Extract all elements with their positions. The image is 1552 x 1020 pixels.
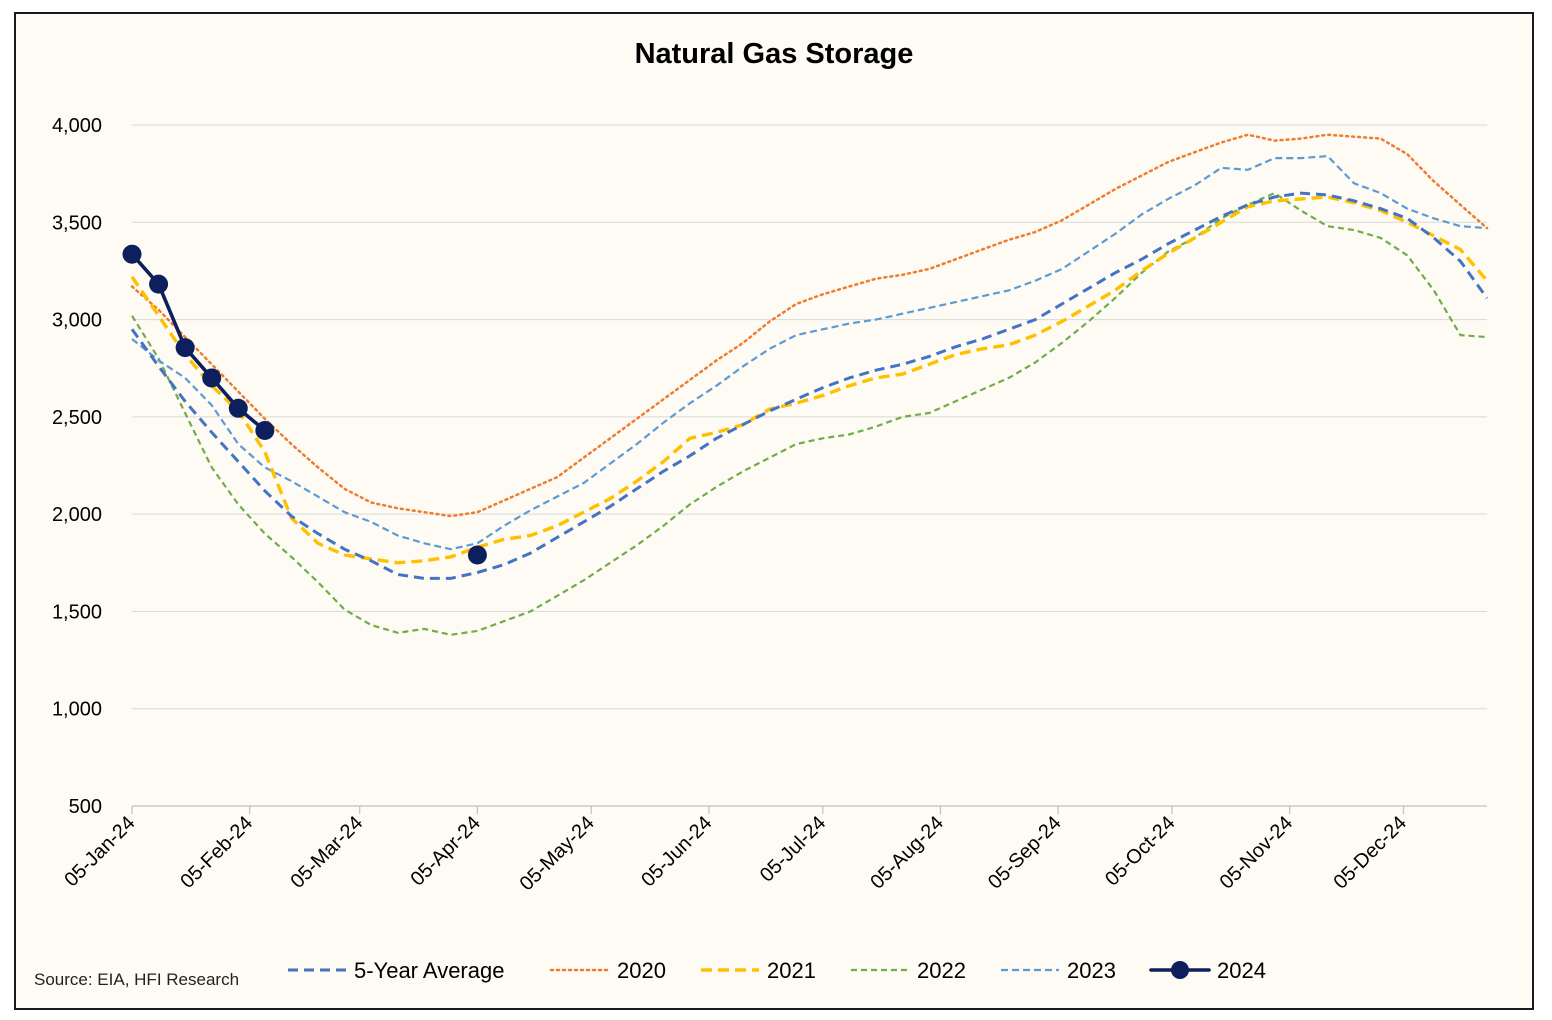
x-tick-label: 05-Jun-24 [637,812,716,891]
chart-title: Natural Gas Storage [635,38,914,70]
data-point-2024 [122,244,142,264]
series-line-5-year-average [130,191,1489,580]
series-line-2021 [130,195,1489,565]
x-tick-label: 05-Mar-24 [286,812,367,893]
series-layer [122,133,1489,636]
x-tick-label: 05-Feb-24 [176,812,257,893]
data-point-2024 [255,420,275,440]
y-tick-label: 3,000 [52,310,102,332]
chart-frame: Natural Gas Storage 500 1,000 1,500 2,000 2,… [14,12,1534,1010]
y-tick-label: 3,500 [52,212,102,234]
series-line-2020 [130,133,1489,518]
legend-item-2020: 2020 [549,958,666,983]
grid-layer [132,124,1487,710]
legend-item-5-year-average: 5-Year Average [288,958,504,983]
x-tick-label: 05-Sep-24 [984,812,1066,894]
data-point-2024 [467,545,487,565]
legend-item-2024: 2024 [1149,958,1266,983]
legend-item-2023: 2023 [1001,958,1116,983]
x-tick-label: 05-Nov-24 [1216,812,1298,894]
y-tick-label: 2,500 [52,407,102,429]
legend: 5-Year Average 2020 2021 2022 2023 2024 [288,958,1266,983]
x-tick-label: 05-May-24 [516,812,599,895]
chart-canvas: Natural Gas Storage 500 1,000 1,500 2,000 2,… [34,38,1489,989]
y-tick-label: 500 [69,796,102,818]
x-tick-label: 05-Jan-24 [60,812,139,891]
x-tick-label: 05-Aug-24 [866,812,948,894]
legend-marker [1171,961,1189,979]
data-point-2024 [228,398,248,418]
series-line-2022 [131,192,1488,636]
y-tick-label: 2,000 [52,504,102,526]
legend-item-2021: 2021 [701,958,816,983]
x-tick-label: 05-Oct-24 [1101,812,1179,890]
data-point-2024 [202,368,222,388]
data-point-2024 [175,338,195,358]
legend-label: 5-Year Average [354,958,504,983]
y-tick-label: 4,000 [52,115,102,137]
legend-label: 2022 [917,958,966,983]
legend-label: 2020 [617,958,666,983]
source-note: Source: EIA, HFI Research [34,970,239,989]
legend-item-2022: 2022 [851,958,966,983]
series-line-2023 [131,155,1488,551]
y-tick-label: 1,500 [52,601,102,623]
y-tick-label: 1,000 [52,699,102,721]
legend-label: 2024 [1217,958,1266,983]
x-tick-label: 05-Dec-24 [1329,812,1411,894]
data-point-2024 [149,274,169,294]
x-tick-label: 05-Jul-24 [756,812,831,887]
legend-label: 2021 [767,958,816,983]
axis-layer: 500 1,000 1,500 2,000 2,500 3,000 3,500 4,000 05… [52,115,1487,895]
x-tick-label: 05-Apr-24 [406,812,484,890]
legend-label: 2023 [1067,958,1116,983]
